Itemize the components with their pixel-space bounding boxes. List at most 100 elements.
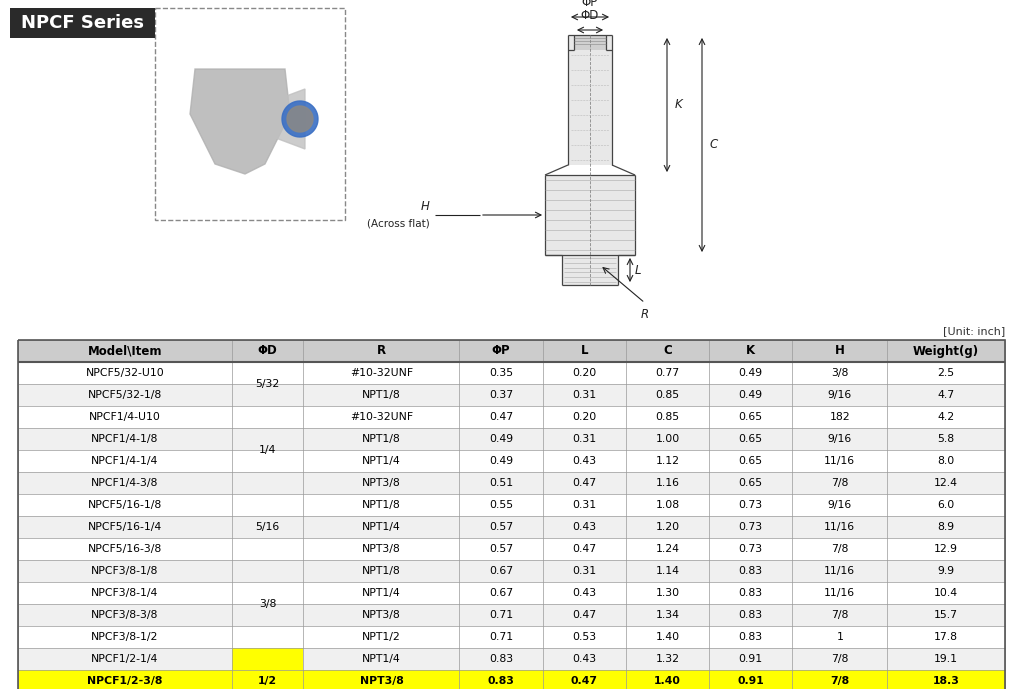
Text: 0.43: 0.43 (572, 588, 596, 598)
Text: H: H (421, 200, 430, 214)
Text: NPCF1/4-1/8: NPCF1/4-1/8 (91, 434, 159, 444)
Text: 0.31: 0.31 (572, 434, 596, 444)
Text: 9.9: 9.9 (938, 566, 954, 576)
Text: 0.83: 0.83 (738, 610, 763, 620)
Polygon shape (18, 362, 1005, 384)
Text: 0.47: 0.47 (572, 544, 596, 554)
Text: 1.08: 1.08 (655, 500, 680, 510)
Text: 12.9: 12.9 (934, 544, 958, 554)
Text: NPCF3/8-3/8: NPCF3/8-3/8 (91, 610, 159, 620)
Polygon shape (18, 450, 1005, 472)
Text: 0.47: 0.47 (570, 676, 598, 686)
Text: 8.0: 8.0 (937, 456, 954, 466)
Text: 0.73: 0.73 (738, 544, 763, 554)
Text: 0.47: 0.47 (572, 478, 596, 488)
Text: 0.49: 0.49 (489, 434, 513, 444)
Text: (Across flat): (Across flat) (368, 218, 430, 228)
Text: 6.0: 6.0 (937, 500, 954, 510)
Text: 1.16: 1.16 (655, 478, 680, 488)
Text: 0.57: 0.57 (489, 522, 513, 532)
Text: 0.83: 0.83 (738, 588, 763, 598)
Text: 1.00: 1.00 (655, 434, 680, 444)
Text: 1.14: 1.14 (655, 566, 680, 576)
Text: 1.30: 1.30 (655, 588, 680, 598)
Text: NPCF Series: NPCF Series (22, 14, 144, 32)
Text: 1/2: 1/2 (258, 676, 278, 686)
Text: 0.49: 0.49 (738, 368, 763, 378)
Text: 0.85: 0.85 (655, 412, 680, 422)
Text: 0.73: 0.73 (738, 522, 763, 532)
Polygon shape (18, 538, 1005, 560)
Polygon shape (18, 472, 1005, 494)
Text: 0.43: 0.43 (572, 522, 596, 532)
Text: NPCF5/16-1/4: NPCF5/16-1/4 (88, 522, 162, 532)
Text: C: C (664, 344, 672, 358)
Text: 0.91: 0.91 (738, 654, 763, 664)
Text: NPCF3/8-1/2: NPCF3/8-1/2 (91, 632, 159, 642)
Text: 1.34: 1.34 (655, 610, 680, 620)
Text: ΦD: ΦD (581, 9, 599, 22)
Text: NPCF1/4-U10: NPCF1/4-U10 (89, 412, 161, 422)
Text: NPT3/8: NPT3/8 (362, 478, 400, 488)
Polygon shape (18, 406, 1005, 428)
Text: 0.31: 0.31 (572, 500, 596, 510)
Text: 9/16: 9/16 (827, 500, 852, 510)
Text: 0.65: 0.65 (738, 412, 763, 422)
Polygon shape (18, 384, 1005, 406)
Text: 0.49: 0.49 (738, 390, 763, 400)
Text: 1.40: 1.40 (654, 676, 681, 686)
Text: 8.9: 8.9 (938, 522, 954, 532)
Text: ΦP: ΦP (492, 344, 510, 358)
Text: 0.57: 0.57 (489, 544, 513, 554)
Polygon shape (18, 494, 1005, 516)
Text: 0.55: 0.55 (489, 500, 513, 510)
Text: 1/4: 1/4 (259, 445, 276, 455)
Text: 9/16: 9/16 (827, 390, 852, 400)
Text: 1: 1 (837, 632, 843, 642)
Text: 0.43: 0.43 (572, 654, 596, 664)
Text: NPCF5/32-1/8: NPCF5/32-1/8 (88, 390, 162, 400)
Text: NPT1/2: NPT1/2 (362, 632, 400, 642)
Text: 182: 182 (829, 412, 850, 422)
Bar (155, 8, 345, 220)
Text: 11/16: 11/16 (824, 522, 855, 532)
Text: ΦD: ΦD (258, 344, 278, 358)
Text: NPCF1/4-3/8: NPCF1/4-3/8 (91, 478, 159, 488)
Text: 1.12: 1.12 (655, 456, 680, 466)
Text: 0.31: 0.31 (572, 390, 596, 400)
Text: 0.65: 0.65 (738, 478, 763, 488)
Polygon shape (18, 604, 1005, 626)
Text: NPCF5/16-3/8: NPCF5/16-3/8 (88, 544, 162, 554)
Text: Model\Item: Model\Item (88, 344, 162, 358)
Text: NPCF5/16-1/8: NPCF5/16-1/8 (88, 500, 162, 510)
Text: NPCF3/8-1/8: NPCF3/8-1/8 (91, 566, 159, 576)
Text: 0.49: 0.49 (489, 456, 513, 466)
Text: 1.24: 1.24 (655, 544, 680, 554)
Polygon shape (562, 255, 618, 285)
Text: 0.37: 0.37 (489, 390, 513, 400)
Text: 11/16: 11/16 (824, 456, 855, 466)
Text: 0.20: 0.20 (572, 412, 596, 422)
Polygon shape (287, 106, 313, 132)
Text: #10-32UNF: #10-32UNF (350, 368, 413, 378)
Polygon shape (18, 340, 1005, 362)
Text: 0.53: 0.53 (572, 632, 596, 642)
Text: [Unit: inch]: [Unit: inch] (943, 326, 1005, 336)
Text: NPT1/8: NPT1/8 (362, 390, 400, 400)
Text: 4.7: 4.7 (938, 390, 954, 400)
Text: 0.35: 0.35 (489, 368, 513, 378)
Polygon shape (18, 670, 1005, 689)
Text: 19.1: 19.1 (934, 654, 958, 664)
Text: 0.51: 0.51 (489, 478, 513, 488)
Bar (18, 340, 1005, 689)
Text: 3/8: 3/8 (259, 599, 276, 609)
Text: 0.83: 0.83 (738, 566, 763, 576)
Text: K: K (675, 99, 683, 112)
Polygon shape (568, 35, 612, 165)
Polygon shape (18, 516, 1005, 538)
Text: 5/16: 5/16 (256, 522, 280, 532)
Text: 0.77: 0.77 (655, 368, 680, 378)
Text: 0.83: 0.83 (738, 632, 763, 642)
Text: 0.67: 0.67 (489, 566, 513, 576)
Text: NPT1/4: NPT1/4 (362, 522, 400, 532)
